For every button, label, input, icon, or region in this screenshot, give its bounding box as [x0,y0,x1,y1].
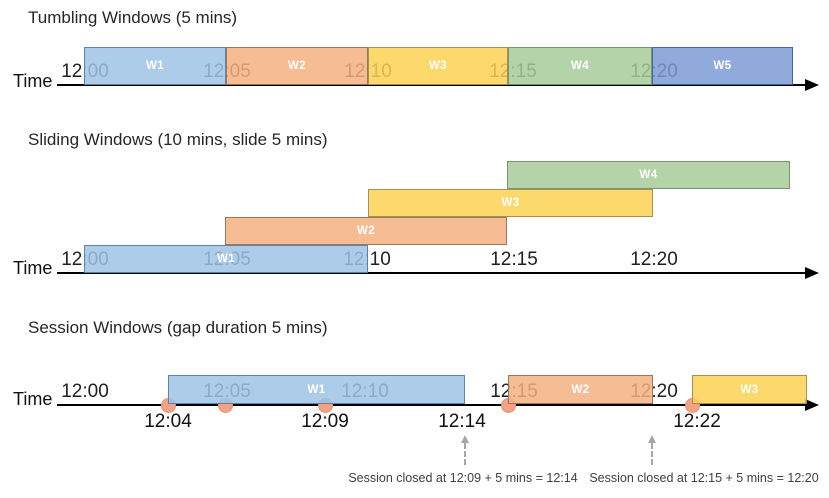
sliding-tick-1220: 12:20 [630,249,678,270]
sliding-window-label-w1: W1 [216,253,236,265]
tumbling-window-w3: W3 [368,47,508,85]
session-window-w3: W3 [692,375,807,404]
tumbling-window-w5: W5 [652,47,793,85]
session-time-axis-arrowhead-icon [805,399,819,411]
sliding-time-axis-arrowhead-icon [805,267,819,279]
tumbling-time-axis-arrowhead-icon [805,79,819,91]
arrow-up-head-icon [461,435,469,443]
sliding-window-w4: W4 [507,161,790,189]
tumbling-window-w4: W4 [508,47,652,85]
session-window-w1: W1 [168,375,465,404]
session-time-axis [57,404,806,406]
tumbling-window-label-w4: W4 [570,60,590,72]
sliding-window-w2: W2 [225,217,507,245]
arrow-up-head-icon [648,435,656,443]
tumbling-window-label-w2: W2 [287,60,307,72]
session-window-label-w3: W3 [740,383,759,396]
session-time-axis-label: Time [13,389,53,409]
session-window-label-w2: W2 [571,383,590,396]
tumbling-window-label-w5: W5 [713,60,732,72]
sliding-window-w3: W3 [368,189,653,217]
session-event-time-label-1222: 12:22 [673,411,721,432]
tumbling-window-label-w3: W3 [428,60,448,72]
session-callout-arrow-icon-2 [646,435,658,465]
sliding-window-w1: W1 [84,245,368,273]
sliding-tick-1215: 12:15 [490,249,538,270]
session-event-time-label-1214: 12:14 [438,411,486,432]
sliding-window-label-w2: W2 [356,225,376,237]
tumbling-window-w2: W2 [226,47,368,85]
tumbling-time-axis [57,84,806,86]
sliding-section-title: Sliding Windows (10 mins, slide 5 mins) [28,130,328,149]
session-event-time-label-1204: 12:04 [144,411,192,432]
arrow-dashed-shaft [464,443,466,465]
session-window-w2: W2 [508,375,653,404]
session-event-time-label-1209: 12:09 [301,411,349,432]
sliding-time-axis-label: Time [13,258,53,278]
tumbling-time-axis-label: Time [13,71,53,91]
tumbling-window-w1: W1 [84,47,226,85]
session-callout-arrow-icon-1 [459,435,471,465]
session-callout-text-1: Session closed at 12:09 + 5 mins = 12:14 [348,471,578,485]
sliding-window-label-w4: W4 [639,169,658,181]
session-callout-text-2: Session closed at 12:15 + 5 mins = 12:20 [589,471,819,485]
arrow-dashed-shaft [651,443,653,465]
sliding-window-label-w3: W3 [501,197,520,209]
tumbling-window-label-w1: W1 [145,60,165,72]
session-window-label-w1: W1 [307,383,326,396]
session-section-title: Session Windows (gap duration 5 mins) [28,318,328,337]
tumbling-section-title: Tumbling Windows (5 mins) [28,8,238,27]
sliding-time-axis [57,272,806,274]
session-tick-1200: 12:00 [61,381,109,402]
